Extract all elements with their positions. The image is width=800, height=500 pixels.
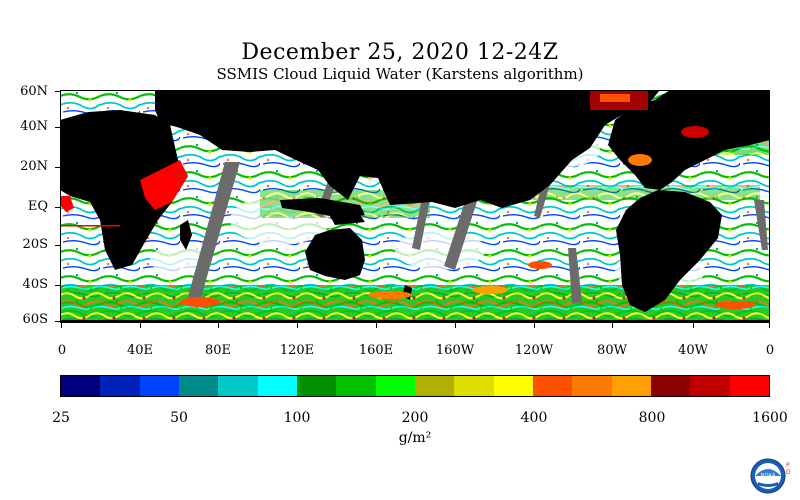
colorbar-swatch bbox=[572, 376, 612, 396]
lat-tick bbox=[55, 127, 60, 128]
lon-label-80w: 80W bbox=[597, 343, 627, 358]
map-subtitle: SSMIS Cloud Liquid Water (Karstens algor… bbox=[216, 65, 584, 83]
colorbar-label-1600: 1600 bbox=[752, 410, 788, 426]
lon-tick bbox=[140, 323, 141, 328]
cloud-water-map bbox=[60, 90, 770, 323]
lon-tick bbox=[693, 323, 694, 328]
lat-label-40n: 40N bbox=[20, 119, 48, 134]
colorbar-swatch bbox=[729, 376, 769, 396]
lat-label-20n: 20N bbox=[20, 159, 48, 174]
colorbar-label-800: 800 bbox=[638, 410, 666, 426]
lon-label-120w: 120W bbox=[514, 343, 554, 358]
lon-tick bbox=[297, 323, 298, 328]
lon-label-120e: 120E bbox=[279, 343, 315, 358]
logo-side-text: P D bbox=[786, 462, 791, 476]
colorbar-swatch bbox=[100, 376, 140, 396]
lat-label-40s: 40S bbox=[22, 277, 48, 292]
colorbar-unit: g/m² bbox=[398, 430, 432, 446]
lon-tick bbox=[61, 323, 62, 328]
lon-label-80e: 80E bbox=[204, 343, 232, 358]
lon-label-160e: 160E bbox=[358, 343, 394, 358]
colorbar-swatch bbox=[375, 376, 415, 396]
colorbar-swatch bbox=[690, 376, 730, 396]
colorbar-label-400: 400 bbox=[520, 410, 548, 426]
lat-tick bbox=[55, 285, 60, 286]
colorbar-swatch bbox=[178, 376, 219, 396]
colorbar-label-50: 50 bbox=[170, 410, 188, 426]
lat-tick bbox=[55, 207, 60, 208]
colorbar-swatch bbox=[257, 376, 297, 396]
lat-tick bbox=[55, 245, 60, 246]
map-title: December 25, 2020 12-24Z bbox=[241, 40, 559, 65]
lon-label-0: 0 bbox=[57, 343, 67, 358]
colorbar-swatch bbox=[336, 376, 376, 396]
lon-tick bbox=[534, 323, 535, 328]
lon-label-0-end: 0 bbox=[765, 343, 775, 358]
lat-label-60s: 60S bbox=[22, 312, 48, 327]
lat-label-eq: EQ bbox=[27, 199, 48, 214]
lon-label-160w: 160W bbox=[435, 343, 475, 358]
colorbar-label-200: 200 bbox=[401, 410, 429, 426]
colorbar-swatch bbox=[532, 376, 573, 396]
lon-tick bbox=[769, 323, 770, 328]
noaa-logo-icon: NOAA bbox=[750, 458, 786, 494]
lon-label-40e: 40E bbox=[126, 343, 154, 358]
colorbar-label-25: 25 bbox=[52, 410, 70, 426]
colorbar-swatch bbox=[454, 376, 494, 396]
heavy-cloud-water bbox=[60, 90, 755, 309]
lon-label-40w: 40W bbox=[678, 343, 708, 358]
lat-tick bbox=[55, 91, 60, 92]
colorbar-swatch bbox=[61, 376, 101, 396]
colorbar-swatch bbox=[218, 376, 258, 396]
colorbar bbox=[60, 375, 770, 397]
lon-tick bbox=[218, 323, 219, 328]
colorbar-swatch bbox=[611, 376, 651, 396]
logo-text: NOAA bbox=[761, 473, 776, 479]
colorbar-swatch bbox=[139, 376, 179, 396]
lon-tick bbox=[612, 323, 613, 328]
lat-tick bbox=[55, 167, 60, 168]
lon-tick bbox=[376, 323, 377, 328]
lat-label-60n: 60N bbox=[20, 84, 48, 99]
lat-tick bbox=[55, 321, 60, 322]
land-masses bbox=[60, 90, 770, 323]
colorbar-label-100: 100 bbox=[283, 410, 311, 426]
colorbar-swatch bbox=[650, 376, 691, 396]
colorbar-swatch bbox=[296, 376, 337, 396]
colorbar-swatch bbox=[414, 376, 455, 396]
lon-tick bbox=[455, 323, 456, 328]
lat-label-20s: 20S bbox=[22, 237, 48, 252]
colorbar-swatch bbox=[493, 376, 533, 396]
